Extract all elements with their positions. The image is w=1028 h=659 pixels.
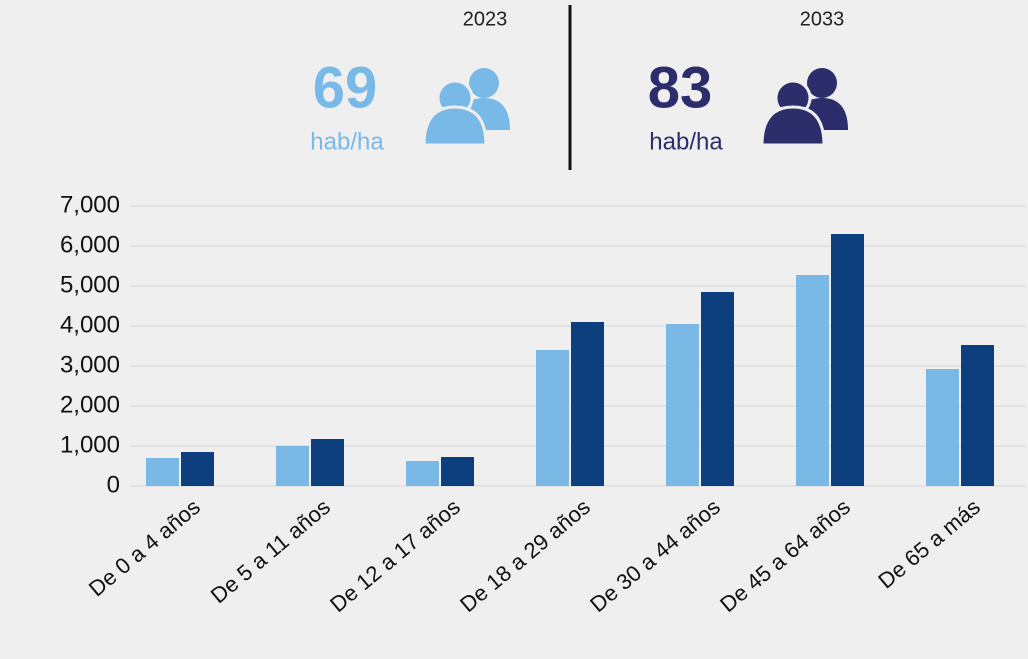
year-label: 2023 [463,8,508,30]
bar [181,452,214,486]
density-unit: hab/ha [649,128,723,155]
y-tick-label: 2,000 [60,391,120,418]
bar [701,292,734,486]
bar [926,369,959,486]
bar [831,234,864,486]
bar [441,457,474,486]
bar [666,324,699,486]
bar [961,345,994,486]
bar [311,439,344,486]
bar [146,458,179,486]
y-tick-label: 3,000 [60,351,120,378]
density-value: 83 [648,55,713,120]
bar [536,350,569,486]
y-tick-label: 5,000 [60,271,120,298]
year-label: 2033 [800,8,845,30]
density-unit: hab/ha [310,128,384,155]
people-icon [760,68,848,147]
bar [796,275,829,486]
bar [276,446,309,486]
people-icon [422,68,510,147]
y-tick-label: 6,000 [60,231,120,258]
y-tick-label: 7,000 [60,191,120,218]
y-tick-label: 1,000 [60,431,120,458]
y-tick-label: 0 [107,471,120,498]
bar [571,322,604,486]
density-value: 69 [313,55,378,120]
bar [406,461,439,486]
y-tick-label: 4,000 [60,311,120,338]
